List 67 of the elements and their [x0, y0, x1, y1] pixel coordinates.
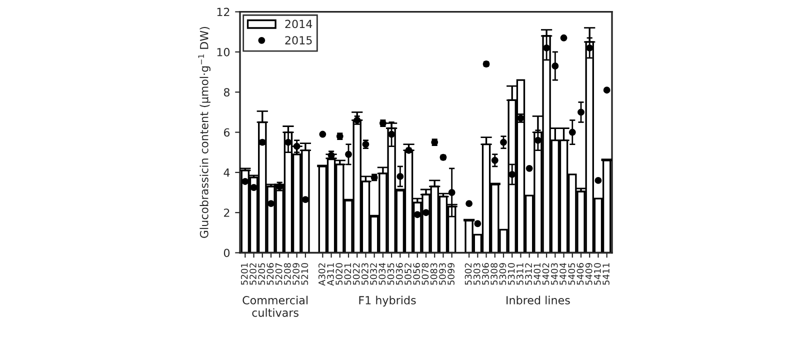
- x-tick-label: 5309: [499, 263, 506, 285]
- x-tick-label: 5034: [378, 262, 386, 285]
- point: [302, 196, 309, 204]
- legend-label: 2014: [285, 20, 312, 28]
- x-tick-label: 5401: [534, 263, 541, 285]
- x-tick-label: 5208: [284, 263, 291, 285]
- point: [250, 184, 258, 191]
- x-tick-label: 5310: [508, 263, 515, 285]
- x-tick-label: 5306: [482, 263, 489, 285]
- x-tick-label: 5402: [542, 263, 550, 285]
- x-tick-label: 5052: [404, 263, 412, 285]
- y-tick-label: 4: [224, 168, 230, 177]
- x-tick-label: 5403: [550, 263, 558, 285]
- point: [594, 176, 602, 184]
- y-axis-title: Glucobrassicin content (μmol·g$^{−1}$ DW): [198, 26, 210, 238]
- x-tick-label: 5409: [585, 263, 592, 285]
- x-tick-label: 5083: [430, 263, 438, 285]
- point: [560, 34, 568, 42]
- x-tick-label: 5202: [250, 263, 256, 285]
- point: [242, 178, 249, 185]
- x-tick-label: 5206: [266, 263, 274, 285]
- y-tick-label: 8: [224, 88, 230, 96]
- x-tick-label: 5023: [362, 263, 368, 285]
- x-tick-label: 5035: [387, 263, 394, 285]
- point: [414, 211, 421, 218]
- x-tick-label: 5093: [439, 263, 446, 285]
- x-tick-label: 5201: [240, 263, 248, 285]
- point: [526, 164, 533, 172]
- x-tick-label: 5078: [422, 263, 429, 285]
- x-tick-label: 5303: [473, 263, 480, 285]
- point: [603, 86, 610, 94]
- x-tick-label: 5404: [560, 262, 566, 285]
- text: Commercial cultivars: [242, 296, 308, 317]
- x-tick-label: 5411: [602, 263, 610, 285]
- y-tick-label: 2: [224, 208, 230, 217]
- y-tick-label: 10: [217, 48, 230, 56]
- point: [268, 200, 274, 208]
- point: [319, 130, 326, 138]
- x-tick-label: 5021: [344, 263, 352, 285]
- x-tick-label: 5308: [490, 263, 498, 285]
- x-tick-label: 5205: [258, 263, 266, 285]
- x-tick-label: 5410: [594, 263, 601, 285]
- x-tick-label: 5022: [352, 263, 360, 285]
- point: [474, 220, 482, 228]
- x-tick-label: 5312: [525, 263, 532, 285]
- x-tick-label: 5032: [370, 263, 377, 285]
- point: [466, 200, 473, 208]
- x-tick-label: 5210: [301, 263, 308, 285]
- y-tick-label: 0: [224, 248, 230, 258]
- x-tick-label: A302: [318, 263, 326, 286]
- text: Inbred lines: [506, 296, 570, 304]
- point: [422, 209, 430, 216]
- x-tick-label: 5056: [413, 263, 420, 285]
- x-tick-label: 5036: [396, 263, 403, 285]
- x-tick-label: 5302: [464, 263, 472, 285]
- x-tick-label: 5311: [516, 263, 524, 285]
- x-tick-label: 5406: [576, 263, 584, 285]
- text: F1 hybrids: [359, 296, 416, 307]
- x-tick-label: 5207: [275, 263, 282, 285]
- x-tick-label: 5209: [292, 263, 300, 285]
- y-tick-label: 6: [224, 128, 230, 137]
- x-tick-label: 5405: [568, 263, 576, 285]
- legend-label: 2015: [285, 36, 312, 44]
- y-tick-label: 12: [217, 8, 230, 16]
- x-tick-label: 5099: [448, 263, 454, 285]
- x-tick-label: A311: [327, 263, 334, 286]
- x-tick-label: 5020: [336, 263, 343, 285]
